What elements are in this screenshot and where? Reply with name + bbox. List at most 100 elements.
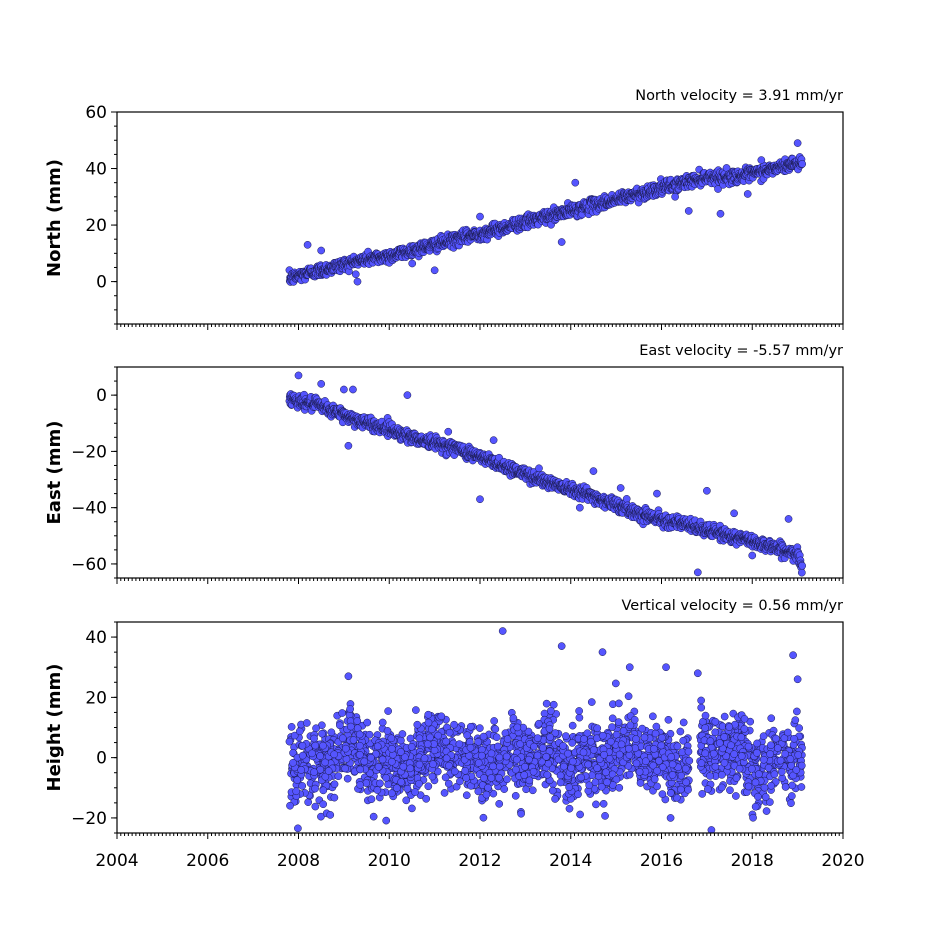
data-point [397, 736, 405, 745]
data-point [317, 380, 326, 388]
data-point [759, 732, 768, 741]
data-point [576, 810, 584, 819]
data-point [384, 780, 392, 789]
data-point [732, 792, 740, 800]
data-point [461, 766, 470, 775]
y-tick-label: 60 [85, 103, 107, 123]
east-velocity-title: East velocity = -5.57 mm/yr [639, 343, 843, 359]
data-point [384, 707, 392, 715]
data-point [378, 718, 387, 727]
data-point [444, 779, 453, 788]
data-point [766, 798, 774, 806]
data-point [716, 209, 725, 218]
data-point [311, 802, 320, 811]
data-point [408, 259, 417, 268]
y-tick-label: −20 [71, 442, 107, 462]
data-point [290, 731, 299, 740]
data-point [476, 495, 484, 504]
data-point [369, 812, 378, 821]
data-point [511, 765, 520, 774]
data-point [793, 139, 802, 147]
y-tick-label: 0 [96, 273, 107, 293]
data-point [784, 515, 793, 523]
data-point [535, 464, 543, 473]
data-point [638, 724, 647, 733]
data-point [761, 793, 770, 801]
data-point [653, 489, 661, 498]
data-point [608, 723, 616, 731]
data-point [382, 774, 390, 782]
data-point [484, 783, 492, 792]
data-point [479, 813, 488, 822]
data-point [698, 790, 707, 798]
data-point [303, 241, 312, 249]
data-point [398, 730, 407, 738]
data-point [317, 246, 326, 255]
data-point [490, 717, 498, 725]
data-point [762, 807, 771, 815]
data-point [424, 782, 433, 791]
data-point [676, 727, 685, 736]
east-points [285, 371, 807, 577]
data-point [289, 749, 297, 757]
data-point [549, 700, 558, 709]
data-point [787, 792, 796, 800]
data-point [571, 178, 580, 187]
data-point [311, 741, 320, 750]
data-point [287, 723, 296, 731]
y-tick-label: 20 [85, 216, 107, 236]
data-point [787, 799, 795, 808]
data-point [317, 812, 325, 821]
data-point [611, 679, 620, 688]
data-point [587, 698, 596, 706]
data-point [730, 509, 738, 518]
data-point [295, 727, 304, 736]
data-point [548, 786, 557, 795]
east-y-axis-label: East (mm) [44, 421, 65, 525]
data-point [294, 371, 303, 380]
data-point [706, 772, 714, 780]
data-point [568, 739, 577, 747]
data-point [428, 772, 437, 781]
north-velocity-title: North velocity = 3.91 mm/yr [635, 88, 843, 104]
y-tick-label: 0 [96, 386, 107, 406]
data-point [365, 730, 374, 739]
data-point [749, 813, 757, 822]
data-point [624, 692, 633, 701]
data-point [798, 160, 807, 168]
data-point [402, 796, 411, 805]
data-point [338, 709, 347, 717]
data-point [589, 467, 598, 475]
data-point [557, 238, 566, 246]
data-point [343, 774, 352, 783]
data-point [568, 721, 577, 730]
data-point [285, 737, 294, 746]
data-point [648, 712, 657, 721]
data-point [791, 716, 800, 724]
data-point [711, 717, 720, 726]
data-point [671, 192, 679, 201]
data-point [651, 729, 660, 738]
data-point [351, 270, 360, 279]
data-point [748, 551, 757, 560]
data-point [430, 266, 439, 275]
data-point [511, 791, 520, 800]
data-point [767, 714, 776, 723]
data-point [720, 712, 729, 721]
data-point [302, 719, 311, 727]
data-point [475, 724, 484, 732]
data-point [608, 714, 617, 723]
data-point [349, 385, 357, 394]
data-point [798, 561, 807, 570]
data-point [797, 783, 806, 791]
height-points [285, 627, 806, 833]
data-point [408, 804, 416, 813]
data-point [636, 779, 645, 787]
data-point [500, 785, 509, 793]
y-tick-label: 40 [85, 160, 107, 180]
data-point [344, 441, 353, 450]
data-point [476, 212, 484, 221]
